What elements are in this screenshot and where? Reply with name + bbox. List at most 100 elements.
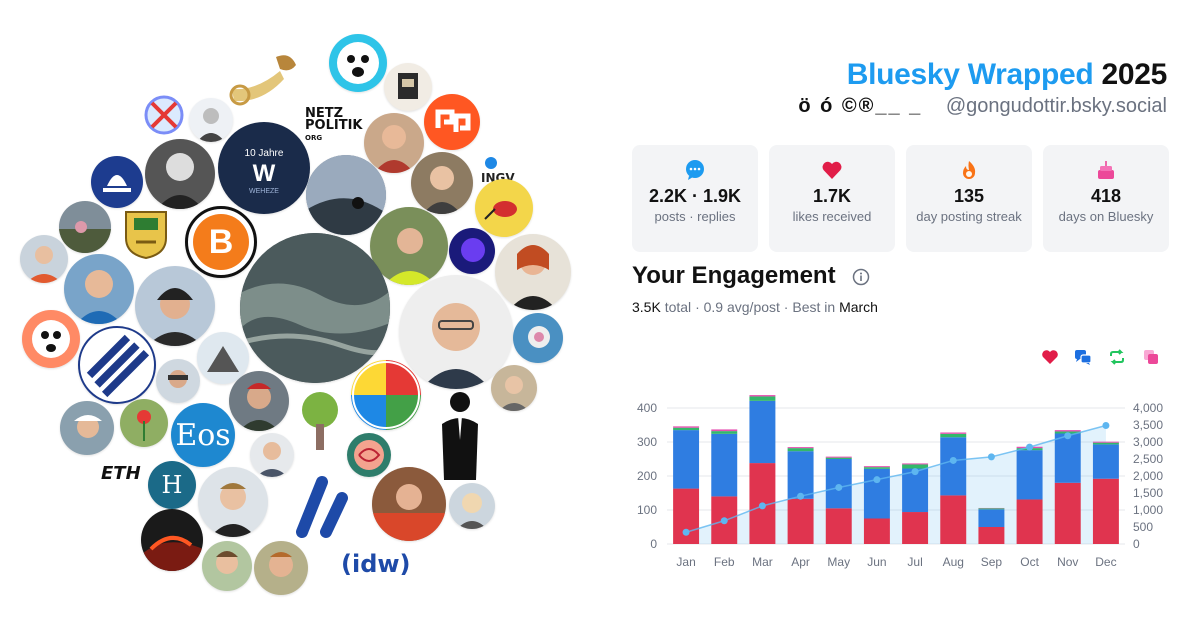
y-tick-label: 200 xyxy=(637,469,657,483)
page-title: Bluesky Wrapped 2025 xyxy=(846,58,1168,92)
avatar[interactable] xyxy=(449,483,495,529)
avatar[interactable] xyxy=(156,359,200,403)
avatar[interactable] xyxy=(60,401,114,455)
reply-icon[interactable] xyxy=(1074,348,1092,366)
shield-icon[interactable] xyxy=(122,208,170,260)
cumulative-point xyxy=(987,453,995,461)
avatar[interactable] xyxy=(78,326,156,404)
cumulative-point xyxy=(682,528,690,536)
avatar[interactable] xyxy=(306,155,386,235)
user-line: ö ó ©®__ _ @gongudottir.bsky.social xyxy=(798,95,1167,118)
avatar[interactable] xyxy=(250,433,294,477)
weheze-avatar[interactable]: 10 Jahre W WEHEZE xyxy=(218,122,310,214)
avatar[interactable] xyxy=(145,139,215,209)
y-tick-label: 300 xyxy=(637,435,657,449)
y2-tick-label: 500 xyxy=(1133,520,1153,534)
user-handle[interactable]: @gongudottir.bsky.social xyxy=(945,95,1167,117)
avatar[interactable] xyxy=(495,234,571,310)
avatar[interactable] xyxy=(20,235,68,283)
y2-tick-label: 2,000 xyxy=(1133,469,1163,483)
engagement-title: Your Engagement xyxy=(632,262,836,289)
a-logo-icon[interactable] xyxy=(292,470,356,542)
avatar[interactable] xyxy=(59,201,111,253)
avatar[interactable] xyxy=(91,156,143,208)
bar-segment xyxy=(787,498,814,544)
avatar[interactable] xyxy=(202,541,252,591)
bar-segment xyxy=(902,468,929,513)
avatar[interactable] xyxy=(64,254,134,324)
y2-tick-label: 0 xyxy=(1133,537,1140,551)
eth-logo[interactable]: ETH xyxy=(101,463,141,484)
avatar[interactable] xyxy=(198,467,268,537)
avatar[interactable] xyxy=(399,275,513,389)
cumulative-point xyxy=(1026,443,1034,451)
avatar[interactable] xyxy=(329,34,387,92)
bar-segment xyxy=(1016,499,1043,544)
bar-segment xyxy=(940,432,967,434)
bar-segment xyxy=(1054,430,1081,432)
heart-icon xyxy=(822,161,842,179)
avatar[interactable] xyxy=(189,98,233,142)
engagement-summary: 3.5K total · 0.9 avg/post · Best in Marc… xyxy=(632,299,878,315)
bar-segment xyxy=(978,508,1005,510)
h-avatar[interactable]: H xyxy=(148,461,196,509)
avatar[interactable] xyxy=(135,266,215,346)
avatar[interactable] xyxy=(254,541,308,595)
repost-icon[interactable] xyxy=(1108,348,1126,366)
avatar[interactable] xyxy=(370,207,448,285)
bar-segment xyxy=(749,396,776,401)
avatar[interactable] xyxy=(372,467,446,541)
x-tick-label: Feb xyxy=(714,555,735,569)
avatar[interactable] xyxy=(141,509,203,571)
stat-card-streak: 135 day posting streak xyxy=(906,145,1032,252)
x-tick-label: Apr xyxy=(791,555,810,569)
avatar[interactable] xyxy=(364,113,424,173)
avatar[interactable] xyxy=(142,93,186,137)
avatar[interactable] xyxy=(475,179,533,237)
bar-segment xyxy=(711,429,738,432)
avatar[interactable] xyxy=(424,94,480,150)
avatar[interactable] xyxy=(491,365,537,411)
cumulative-point xyxy=(911,468,919,476)
avatar[interactable] xyxy=(449,228,495,274)
x-tick-label: Jun xyxy=(867,555,886,569)
avatar[interactable] xyxy=(197,332,249,384)
y2-tick-label: 2,500 xyxy=(1133,452,1163,466)
avatar[interactable] xyxy=(347,433,391,477)
avatar[interactable] xyxy=(411,152,473,214)
bar-segment xyxy=(902,463,929,465)
globe-avatar[interactable] xyxy=(351,360,421,430)
bar-segment xyxy=(978,527,1005,544)
cumulative-point xyxy=(1064,432,1072,440)
speech-bubble-icon xyxy=(686,160,704,180)
brand-title: Bluesky Wrapped xyxy=(846,58,1094,91)
horn-avatar[interactable] xyxy=(226,43,306,115)
avatar[interactable] xyxy=(120,399,168,447)
b-avatar[interactable]: B xyxy=(185,206,257,278)
flame-icon xyxy=(963,161,976,179)
avatar[interactable] xyxy=(22,310,80,368)
suit-person-icon[interactable] xyxy=(436,388,484,480)
bar-segment xyxy=(1054,433,1081,483)
stat-card-days: 418 days on Bluesky xyxy=(1043,145,1169,252)
bar-segment xyxy=(825,457,852,459)
idw-logo[interactable]: (idw) xyxy=(341,550,411,578)
stat-value: 418 xyxy=(1090,186,1122,206)
avatar[interactable] xyxy=(513,313,563,363)
quote-icon[interactable] xyxy=(1142,348,1160,366)
avatar[interactable] xyxy=(229,371,289,431)
globe-icon xyxy=(485,157,497,169)
eos-avatar[interactable]: Eos xyxy=(171,403,235,467)
x-tick-label: Dec xyxy=(1095,555,1116,569)
best-month: March xyxy=(839,299,878,315)
info-icon[interactable] xyxy=(852,268,870,286)
tree-icon[interactable] xyxy=(298,388,342,458)
bar-segment xyxy=(673,426,700,428)
cumulative-point xyxy=(797,492,805,500)
avatar[interactable] xyxy=(384,63,432,111)
avatar[interactable] xyxy=(240,233,390,383)
bar-segment xyxy=(1092,478,1119,544)
heart-icon[interactable] xyxy=(1041,348,1059,366)
bar-segment xyxy=(1054,482,1081,544)
netzpolitik-logo[interactable]: NETZ POLITIK ORG xyxy=(305,106,363,142)
